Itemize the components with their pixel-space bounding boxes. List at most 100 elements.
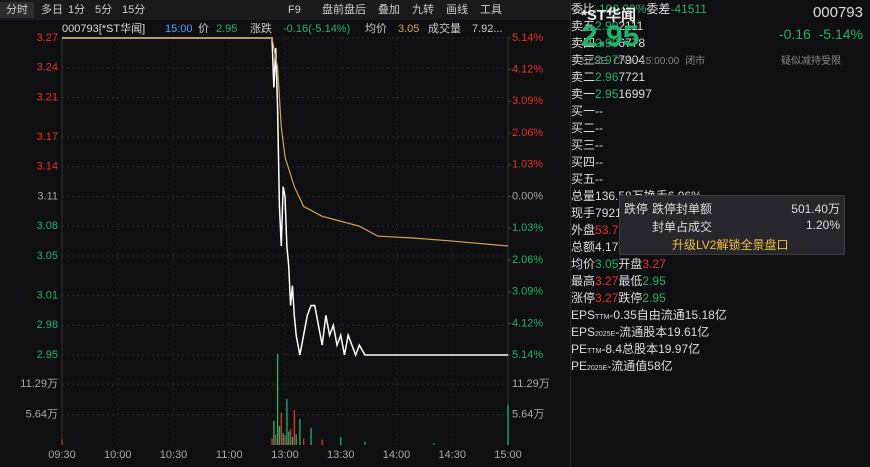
tool[interactable]: 叠加 (378, 3, 400, 16)
tab[interactable]: 多日 (41, 2, 63, 16)
popup-label: 封单占成交 (652, 220, 713, 234)
cell: 买二 (571, 121, 596, 135)
meta-item: 闭市 (685, 56, 706, 67)
cell: 7904 (618, 53, 646, 67)
cell: 卖二 (571, 70, 596, 84)
cell: 委比 (571, 2, 596, 16)
meta: SZSE CNY 15:00:00 闭市 (581, 52, 711, 67)
volume-bar (280, 412, 282, 445)
cell: 跌停 (618, 291, 643, 305)
cell: 2111 (618, 19, 644, 33)
cell: -41511 (670, 2, 707, 16)
volume-bar (286, 399, 288, 445)
y-tick-label: 3.17 (37, 131, 58, 143)
tool[interactable]: 工具 (480, 3, 502, 16)
tool[interactable]: 盘前盘后 (322, 2, 366, 16)
cell: 3.05 (595, 257, 619, 271)
stock-code: 000793 (812, 4, 863, 21)
cell: 外盘 (571, 223, 596, 237)
volume-bar (273, 420, 275, 445)
volume-bar (299, 419, 301, 445)
tool[interactable]: F9 (288, 4, 301, 16)
row: 买四-- (571, 153, 870, 170)
last-price: 2.95 (581, 20, 640, 53)
cell: 2.98 (595, 36, 619, 50)
row: EPSTTM-0.35自由流通15.18亿 (571, 306, 870, 323)
y2-tick-label: 1.03% (512, 222, 543, 234)
info-avg: 3.05 (398, 23, 419, 35)
cell: 6778 (618, 36, 646, 50)
row: 委比-100.00%委差-41511 (571, 0, 870, 17)
cell: - (615, 325, 620, 339)
toolbar (0, 0, 570, 20)
cell: -8.4 (601, 342, 623, 356)
cell: 58亿 (647, 359, 673, 373)
row: PE2025E-流通值58亿 (571, 357, 870, 374)
superscript: 2025E (587, 365, 608, 372)
cell: - (599, 104, 604, 118)
cell: 2.99 (595, 19, 619, 33)
cell: - (595, 138, 600, 152)
cell: 16997 (618, 87, 652, 101)
y-tick-label: 3.24 (37, 62, 58, 74)
x-tick-label: 15:00 (494, 449, 522, 461)
cell: - (607, 359, 612, 373)
cell: 3.27 (595, 291, 619, 305)
volume-bar (275, 434, 277, 445)
tool[interactable]: 画线 (446, 2, 468, 16)
y2-tick-label: 2.06% (512, 254, 543, 266)
volume-bar (302, 438, 305, 445)
cell: 3.27 (642, 257, 666, 271)
x-tick-label: 13:30 (327, 449, 355, 461)
popup-value: 1.20% (805, 218, 840, 232)
change: -0.16 -5.14% (779, 26, 863, 42)
quote-panel: *ST华闻 000793 2.95 -0.16 -5.14% SZSE CNY 15… (570, 0, 870, 467)
row: 卖三2.977904 (571, 51, 870, 68)
cell: - (595, 172, 600, 186)
x-tick-label: 13:00 (271, 449, 299, 461)
tab[interactable]: 15分 (122, 3, 145, 16)
superscript: TTM (595, 314, 610, 321)
volume-tick-label: 5.64万 (512, 409, 544, 421)
volume-bar (271, 438, 273, 445)
cell: 卖四 (571, 36, 596, 50)
info-chg-label: 涨跌 (250, 21, 272, 35)
volume-bar (288, 431, 290, 445)
y2-tick-label: 4.12% (512, 317, 543, 329)
note: 疑似减持受限 (781, 56, 841, 67)
meta-item: 15:00:00 (640, 56, 680, 67)
cell: PE (571, 342, 588, 356)
upgrade-link[interactable]: 升级LV2解锁全景盘口 (672, 238, 789, 252)
cell: 3.27 (595, 274, 619, 288)
info-chg: -0.16(-5.14%) (283, 23, 350, 35)
active-tab (0, 2, 34, 18)
y-tick-label: 3.21 (37, 91, 58, 103)
cell: -0.35 (609, 308, 637, 322)
tab[interactable]: 5分 (95, 3, 112, 16)
tab[interactable]: 1分 (68, 3, 85, 16)
cell: 开盘 (618, 257, 643, 271)
cell: 卖一 (571, 87, 596, 101)
popup-label: 跌停封单额 (652, 202, 713, 216)
y2-tick-label: 2.06% (512, 127, 543, 139)
info-avg-label: 均价 (365, 22, 387, 35)
x-tick-label: 11:00 (216, 449, 243, 461)
info-code: 000793[*ST华闻] (62, 21, 145, 35)
y-tick-label: 3.27 (37, 32, 58, 44)
row: 最高3.27最低2.95 (571, 272, 870, 289)
tool[interactable]: 九转 (412, 2, 434, 16)
y2-tick-label: 0.00% (512, 190, 543, 202)
volume-bar (507, 404, 509, 445)
superscript: TTM (587, 348, 602, 355)
volume-bar (282, 433, 284, 445)
tab[interactable]: 分时 (6, 3, 28, 16)
cell: 总量 (571, 189, 596, 203)
row: EPS2025E-流通股本19.61亿 (571, 323, 870, 340)
volume-bar (276, 353, 279, 445)
cell: 2.97 (595, 53, 619, 67)
chart: 分时 多日 1分 5分 15分 F9 盘前盘后 叠加 九转 画线 工具 000793[*ST华闻] 15… (0, 0, 570, 461)
cell: - (599, 138, 604, 152)
cell: EPS (571, 325, 596, 339)
volume-bar (289, 428, 292, 445)
cell: 2.96 (595, 70, 619, 84)
